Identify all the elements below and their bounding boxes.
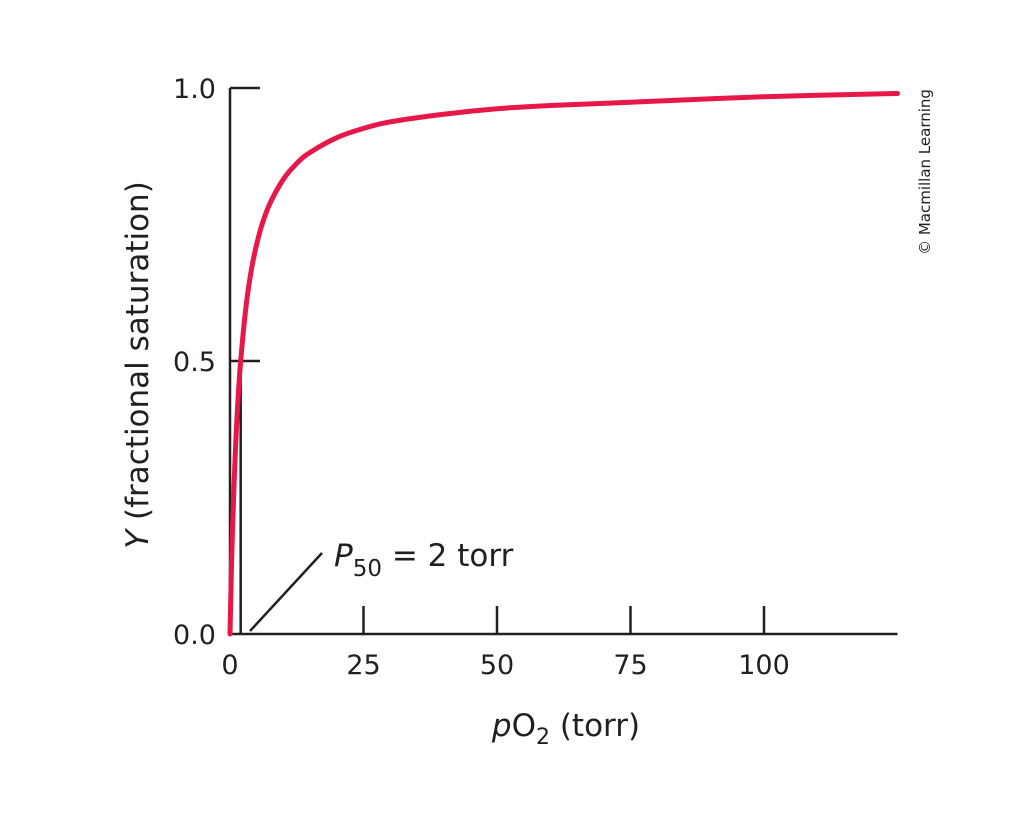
y-tick-label: 0.0 — [173, 620, 216, 651]
x-axis-title: pO2 (torr) — [491, 708, 640, 750]
copyright-credit: © Macmillan Learning — [916, 89, 934, 255]
x-tick-label: 25 — [346, 650, 380, 681]
p50-callout-line — [249, 552, 323, 632]
y-tick-label: 1.0 — [173, 74, 216, 105]
x-tick-label: 75 — [613, 650, 647, 681]
x-tick-label: 0 — [221, 650, 238, 681]
x-tick-label: 50 — [480, 650, 514, 681]
y-axis-title: Y (fractional saturation) — [120, 181, 156, 549]
saturation-curve — [227, 90, 900, 637]
x-tick-label: 100 — [738, 650, 790, 681]
y-tick-label: 0.5 — [173, 347, 216, 378]
p50-annotation: P50 = 2 torr — [334, 538, 514, 582]
